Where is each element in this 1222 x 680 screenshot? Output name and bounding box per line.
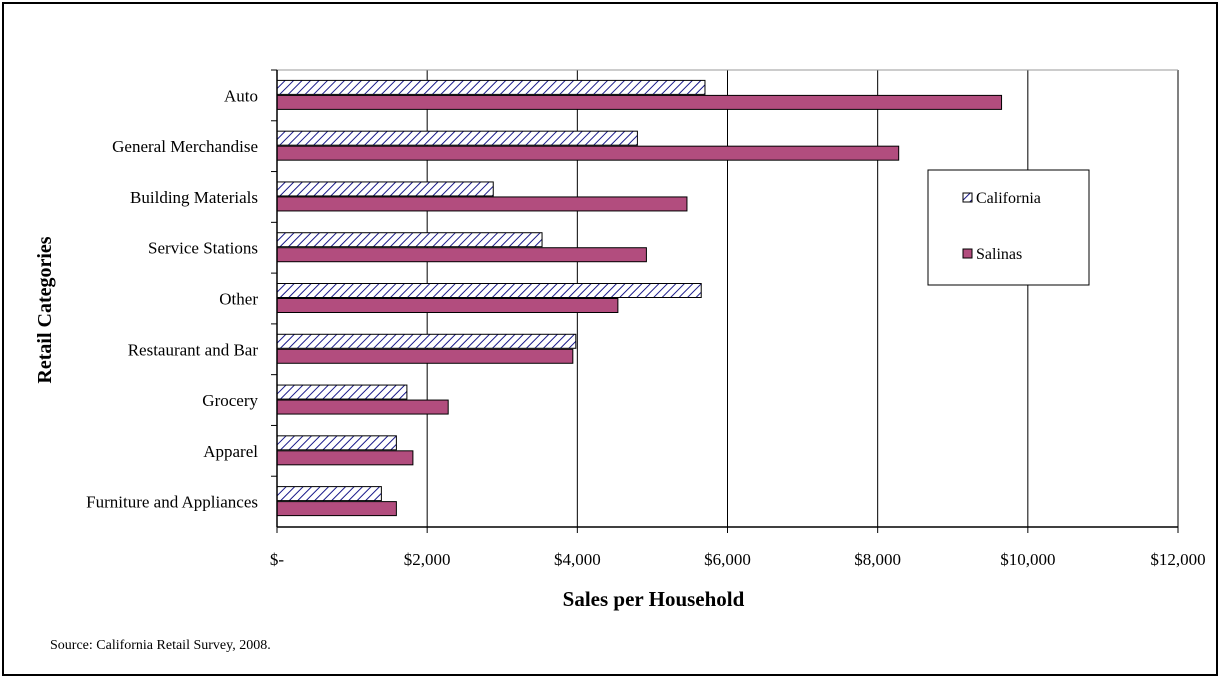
x-tick-label: $8,000: [854, 550, 901, 569]
y-axis-title: Retail Categories: [34, 236, 56, 383]
legend-swatch-salinas: [962, 248, 973, 259]
bar-california: [276, 232, 543, 248]
x-tick-label: $2,000: [404, 550, 451, 569]
bar-california: [276, 79, 706, 95]
bar-salinas: [276, 196, 688, 212]
bar-salinas: [276, 94, 1003, 110]
x-tick-label: $6,000: [704, 550, 751, 569]
bar-salinas: [276, 399, 449, 415]
bar-salinas: [276, 298, 619, 313]
legend-label-california: California: [976, 190, 1041, 207]
x-tick-label: $12,000: [1150, 550, 1205, 569]
category-label: Auto: [224, 86, 258, 105]
x-tick-label: $4,000: [554, 550, 601, 569]
bar-salinas: [276, 450, 414, 466]
bar-salinas: [276, 501, 397, 517]
bar-california: [276, 435, 397, 451]
x-axis-title: Sales per Household: [563, 587, 745, 611]
category-label: General Merchandise: [112, 137, 258, 156]
bar-california: [276, 283, 702, 298]
bar-california: [276, 333, 577, 349]
bar-salinas: [276, 348, 574, 364]
source-note: Source: California Retail Survey, 2008.: [50, 638, 271, 653]
legend-label-salinas: Salinas: [976, 246, 1022, 263]
category-label: Building Materials: [130, 188, 258, 207]
category-label: Grocery: [202, 391, 258, 410]
bar-salinas: [276, 145, 900, 161]
bar-california: [276, 486, 382, 502]
bar-salinas: [276, 247, 647, 263]
bar-california: [276, 384, 408, 400]
legend-swatch-california: [962, 192, 973, 203]
category-label: Furniture and Appliances: [86, 493, 258, 512]
bar-california: [276, 181, 494, 197]
legend-box: [927, 169, 1090, 286]
x-tick-label: $-: [270, 550, 285, 569]
x-tick-label: $10,000: [1000, 550, 1055, 569]
category-label: Restaurant and Bar: [128, 340, 259, 359]
category-label: Other: [219, 290, 258, 309]
bar-california: [276, 130, 638, 146]
category-label: Service Stations: [148, 239, 258, 258]
category-label: Apparel: [203, 442, 258, 461]
